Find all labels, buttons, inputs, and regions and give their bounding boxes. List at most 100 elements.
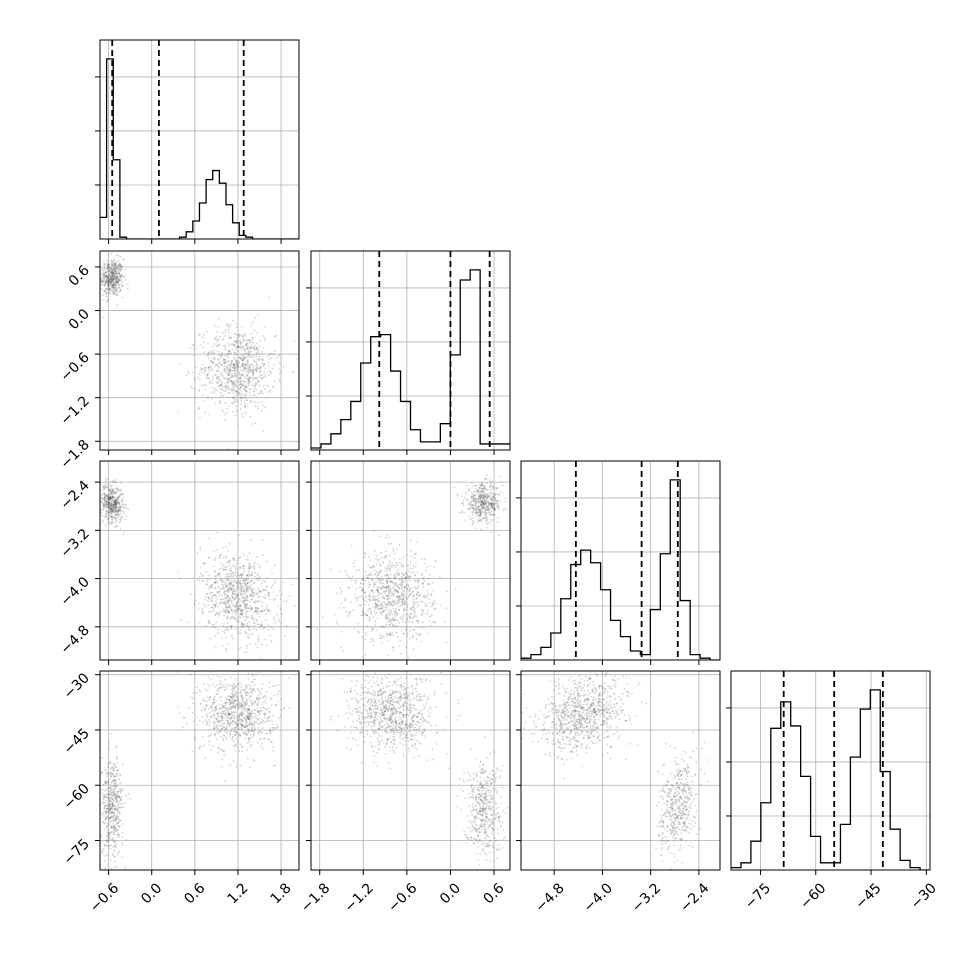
sample-point	[497, 493, 500, 496]
sample-point	[474, 504, 477, 507]
sample-point	[111, 802, 114, 805]
sample-point	[489, 492, 492, 495]
sample-point	[239, 353, 242, 355]
sample-point	[244, 364, 247, 366]
sample-point	[114, 266, 117, 269]
sample-point	[256, 646, 259, 649]
sample-point	[461, 510, 464, 513]
sample-point	[244, 406, 247, 409]
sample-point	[261, 624, 263, 627]
sample-point	[205, 570, 208, 573]
sample-point	[257, 607, 259, 609]
sample-point	[232, 397, 235, 399]
sample-point	[402, 573, 404, 575]
sample-point	[374, 569, 376, 572]
sample-point	[110, 277, 113, 280]
sample-point	[112, 507, 115, 510]
sample-point	[241, 609, 243, 611]
sample-point	[245, 605, 247, 607]
sample-point	[108, 489, 110, 491]
sample-point	[119, 482, 122, 484]
sample-point	[494, 486, 497, 489]
sample-point	[269, 371, 272, 373]
sample-point	[388, 590, 391, 593]
sample-point	[375, 611, 378, 614]
sample-point	[257, 733, 260, 736]
sample-point	[496, 504, 499, 506]
sample-point	[103, 266, 106, 269]
sample-point	[95, 514, 97, 516]
sample-point	[104, 276, 107, 279]
sample-point	[251, 674, 254, 677]
sample-point	[106, 816, 109, 819]
sample-point	[387, 612, 390, 615]
sample-point	[219, 601, 222, 604]
sample-point	[474, 507, 477, 510]
sample-point	[227, 360, 230, 362]
sample-point	[226, 381, 229, 384]
sample-point	[104, 819, 107, 821]
sample-point	[230, 380, 233, 383]
sample-point	[489, 485, 492, 488]
sample-point	[481, 490, 484, 493]
sample-point	[114, 286, 116, 289]
sample-point	[232, 571, 235, 574]
sample-point	[413, 587, 416, 590]
sample-point	[230, 627, 233, 630]
sample-point	[410, 587, 413, 589]
sample-point	[111, 272, 114, 275]
sample-point	[109, 847, 112, 850]
sample-point	[241, 608, 244, 611]
sample-point	[232, 587, 235, 590]
sample-point	[489, 498, 492, 501]
sample-point	[102, 801, 105, 803]
sample-point	[224, 629, 227, 632]
sample-point	[109, 761, 111, 764]
sample-point	[243, 712, 245, 715]
sample-point	[228, 350, 231, 353]
sample-point	[253, 561, 256, 564]
sample-point	[107, 513, 110, 516]
sample-point	[406, 606, 409, 609]
sample-point	[212, 603, 215, 606]
sample-point	[390, 603, 392, 605]
sample-point	[235, 390, 238, 393]
sample-point	[351, 575, 354, 578]
axes-frame	[310, 250, 511, 451]
sample-point	[238, 388, 241, 391]
sample-point	[236, 585, 239, 588]
sample-point	[109, 280, 112, 283]
sample-point	[242, 553, 245, 556]
sample-point	[236, 682, 239, 685]
sample-point	[489, 484, 492, 487]
sample-point	[114, 287, 117, 290]
sample-point	[116, 270, 119, 273]
sample-point	[480, 504, 483, 507]
sample-point	[481, 505, 484, 507]
sample-point	[226, 606, 229, 609]
sample-point	[106, 512, 109, 515]
sample-point	[382, 586, 385, 589]
sample-point	[208, 740, 210, 743]
sample-point	[475, 497, 478, 499]
sample-point	[230, 583, 233, 586]
sample-point	[114, 264, 116, 267]
sample-point	[240, 591, 243, 593]
sample-point	[239, 605, 242, 607]
sample-point	[242, 579, 245, 582]
sample-point	[233, 344, 236, 346]
sample-point	[109, 497, 112, 499]
sample-point	[241, 413, 243, 416]
sample-point	[403, 609, 405, 612]
sample-point	[423, 594, 426, 596]
sample-point	[497, 508, 500, 510]
sample-point	[238, 581, 241, 584]
sample-point	[105, 516, 108, 518]
sample-point	[249, 380, 252, 383]
sample-point	[113, 510, 116, 513]
sample-point	[202, 341, 205, 344]
sample-point	[422, 595, 425, 598]
sample-point	[234, 366, 237, 369]
sample-point	[115, 793, 117, 796]
sample-point	[238, 734, 241, 737]
